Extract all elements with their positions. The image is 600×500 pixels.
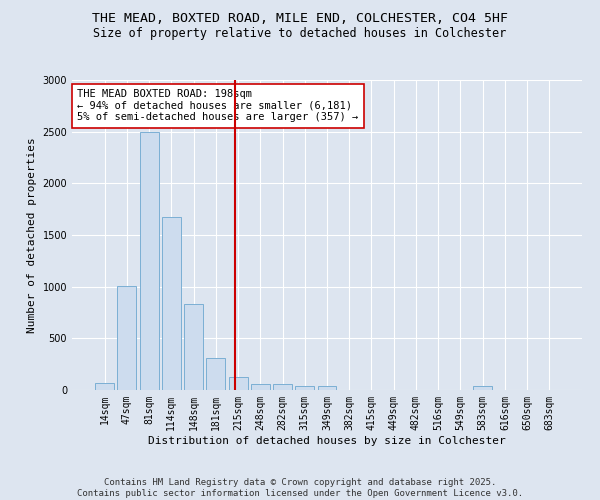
Bar (229, 376, 248, 390)
Bar (162, 218, 181, 390)
Bar (473, 386, 492, 390)
Bar (206, 358, 225, 390)
Bar (251, 384, 270, 390)
Y-axis label: Number of detached properties: Number of detached properties (27, 137, 37, 333)
Text: THE MEAD BOXTED ROAD: 198sqm
← 94% of detached houses are smaller (6,181)
5% of : THE MEAD BOXTED ROAD: 198sqm ← 94% of de… (77, 90, 358, 122)
Bar (273, 384, 292, 390)
Bar (295, 386, 314, 390)
Bar (184, 304, 203, 390)
Text: Contains HM Land Registry data © Crown copyright and database right 2025.
Contai: Contains HM Land Registry data © Crown c… (77, 478, 523, 498)
Text: Size of property relative to detached houses in Colchester: Size of property relative to detached ho… (94, 28, 506, 40)
Bar (95, 384, 114, 390)
Bar (317, 386, 337, 390)
Bar (140, 132, 158, 390)
X-axis label: Distribution of detached houses by size in Colchester: Distribution of detached houses by size … (148, 436, 506, 446)
Text: THE MEAD, BOXTED ROAD, MILE END, COLCHESTER, CO4 5HF: THE MEAD, BOXTED ROAD, MILE END, COLCHES… (92, 12, 508, 26)
Bar (118, 286, 136, 390)
